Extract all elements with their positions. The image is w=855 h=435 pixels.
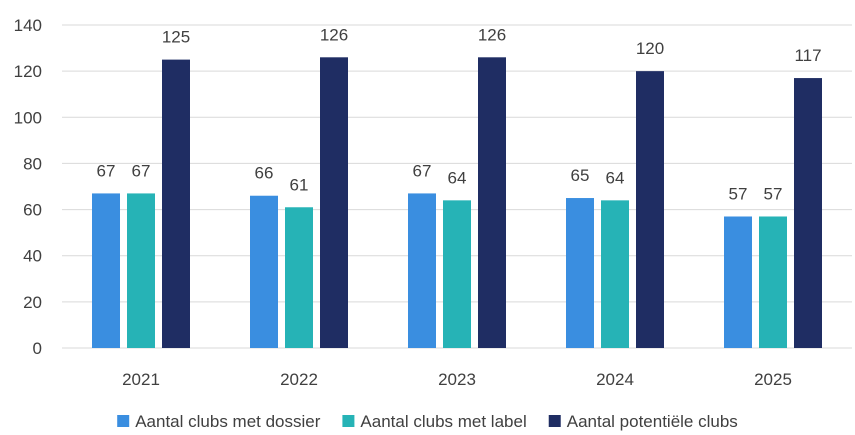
bar-2023-series-3 — [478, 57, 506, 349]
bar-2022-series-2 — [285, 207, 313, 348]
y-tick-label: 60 — [23, 201, 42, 220]
data-label: 125 — [162, 28, 190, 47]
y-tick-label: 80 — [23, 154, 42, 173]
bars — [92, 57, 822, 349]
data-label: 65 — [571, 166, 590, 185]
y-tick-label: 20 — [23, 293, 42, 312]
data-label: 67 — [413, 161, 432, 180]
bar-2024-series-2 — [601, 200, 629, 348]
y-tick-label: 0 — [33, 339, 42, 358]
bar-2025-series-3 — [794, 78, 822, 349]
data-label: 117 — [794, 46, 821, 65]
x-tick-label: 2024 — [596, 370, 634, 389]
data-label: 64 — [606, 168, 625, 187]
data-label: 66 — [255, 164, 274, 183]
bar-2021-series-3 — [162, 59, 190, 348]
data-label: 126 — [320, 25, 348, 44]
legend-item: Aantal potentiële clubs — [548, 412, 738, 431]
data-label: 61 — [290, 175, 309, 194]
data-label: 126 — [478, 25, 506, 44]
legend-swatch — [342, 415, 355, 427]
y-axis-tick-labels: 0 20 40 60 80 100 120 140 — [14, 16, 42, 358]
bar-2024-series-1 — [566, 198, 594, 348]
bar-2025-series-2 — [759, 216, 787, 348]
bar-2024-series-3 — [636, 71, 664, 349]
bar-2021-series-2 — [127, 193, 155, 348]
x-tick-label: 2025 — [754, 370, 792, 389]
data-label: 67 — [132, 161, 151, 180]
data-labels: 67 67 125 66 61 126 67 64 126 65 64 120 57 57 117 — [97, 25, 822, 203]
data-label: 120 — [636, 39, 664, 58]
bar-2023-series-1 — [408, 193, 436, 348]
data-label: 57 — [764, 184, 783, 203]
bar-2022-series-1 — [250, 195, 278, 348]
legend-item: Aantal clubs met label — [342, 412, 527, 431]
x-tick-label: 2023 — [438, 370, 476, 389]
bar-2025-series-1 — [724, 216, 752, 348]
y-tick-label: 140 — [14, 16, 42, 35]
legend-swatch — [548, 415, 561, 427]
data-label: 64 — [448, 168, 467, 187]
x-tick-label: 2021 — [122, 370, 160, 389]
bar-2023-series-2 — [443, 200, 471, 348]
y-tick-label: 120 — [14, 62, 42, 81]
y-tick-label: 100 — [14, 108, 42, 127]
x-tick-label: 2022 — [280, 370, 318, 389]
legend: Aantal clubs met dossier Aantal clubs met… — [117, 412, 738, 431]
legend-label: Aantal clubs met dossier — [135, 412, 321, 431]
y-tick-label: 40 — [23, 247, 42, 266]
legend-item: Aantal clubs met dossier — [117, 412, 321, 431]
data-label: 67 — [97, 161, 116, 180]
legend-swatch — [117, 415, 130, 427]
legend-label: Aantal clubs met label — [360, 412, 526, 431]
bar-2022-series-3 — [320, 57, 348, 349]
data-label: 57 — [729, 184, 748, 203]
bar-2021-series-1 — [92, 193, 120, 348]
x-axis-tick-labels: 2021 2022 2023 2024 2025 — [122, 370, 792, 389]
legend-label: Aantal potentiële clubs — [567, 412, 738, 431]
